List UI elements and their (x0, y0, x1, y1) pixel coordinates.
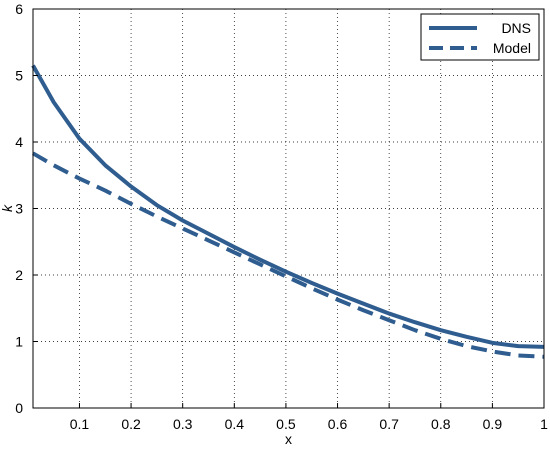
y-tick-label: 3 (15, 201, 23, 217)
grid (33, 9, 544, 408)
x-tick-label: 0.9 (483, 416, 503, 432)
x-tick-label: 0.2 (121, 416, 141, 432)
y-tick-label: 2 (15, 267, 23, 283)
series-layer (31, 64, 545, 359)
x-tick-label: 0.7 (379, 416, 399, 432)
x-tick-label: 0.5 (276, 416, 296, 432)
x-tick-label: 1 (540, 416, 548, 432)
y-tick-label: 0 (15, 400, 23, 416)
x-tick-label: 0.1 (70, 416, 90, 432)
legend-box (420, 13, 540, 61)
x-tick-label: 0.4 (225, 416, 245, 432)
y-tick-label: 5 (15, 68, 23, 84)
series-line-dns (31, 64, 545, 349)
x-tick-label: 0.8 (431, 416, 451, 432)
x-axis-label: x (285, 431, 292, 447)
legend-label-dns: DNS (501, 20, 531, 36)
x-tick-label: 0.6 (328, 416, 348, 432)
tick-layer: 0.1 0.2 0.3 0.4 0.5 0.6 0.7 0.8 0.9 1 0 1 2 3 4 5 6 (15, 1, 548, 432)
x-tick-label: 0.3 (173, 416, 193, 432)
y-axis-label: k (0, 204, 15, 212)
legend-label-model: Model (493, 40, 531, 56)
series-line-model (31, 151, 545, 359)
y-tick-label: 6 (15, 1, 23, 17)
y-tick-label: 1 (15, 334, 23, 350)
legend: DNS Model (420, 13, 540, 61)
y-tick-label: 4 (15, 134, 23, 150)
